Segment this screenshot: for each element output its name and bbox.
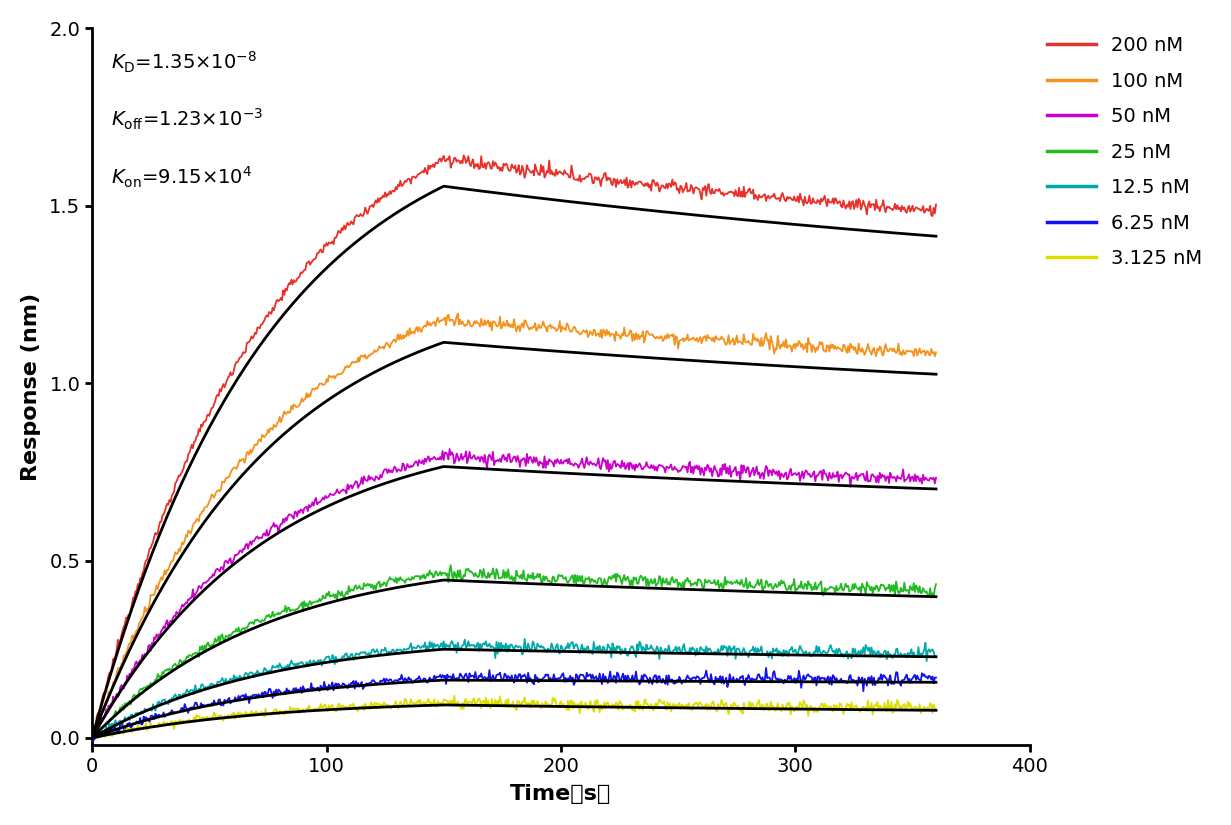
25 nM: [85, 733, 100, 743]
6.25 nM: [308, 685, 323, 695]
12.5 nM: [666, 645, 681, 655]
Line: 12.5 nM: 12.5 nM: [92, 639, 936, 738]
Line: 200 nM: 200 nM: [92, 155, 936, 738]
100 nM: [928, 347, 943, 357]
3.125 nM: [928, 705, 943, 714]
25 nM: [852, 582, 867, 592]
6.25 nM: [501, 671, 516, 681]
25 nM: [501, 564, 516, 574]
100 nM: [852, 345, 867, 355]
200 nM: [852, 196, 867, 205]
50 nM: [852, 471, 867, 481]
3.125 nM: [582, 696, 597, 706]
25 nM: [443, 560, 458, 570]
100 nM: [307, 384, 321, 394]
25 nM: [928, 579, 943, 589]
6.25 nM: [758, 663, 773, 673]
200 nM: [501, 164, 516, 174]
50 nM: [85, 735, 100, 745]
3.125 nM: [85, 733, 100, 742]
6.25 nM: [853, 675, 868, 685]
12.5 nM: [852, 649, 867, 659]
Y-axis label: Response (nm): Response (nm): [21, 293, 41, 481]
25 nM: [270, 610, 284, 620]
12.5 nM: [307, 655, 321, 665]
200 nM: [270, 295, 284, 304]
Line: 50 nM: 50 nM: [92, 449, 936, 740]
200 nM: [457, 150, 471, 160]
Text: $\mathit{K}_\mathregular{off}$=1.23×10$^{-3}$: $\mathit{K}_\mathregular{off}$=1.23×10$^…: [111, 107, 263, 132]
Line: 100 nM: 100 nM: [92, 314, 936, 740]
50 nM: [442, 444, 457, 454]
200 nM: [666, 180, 681, 190]
12.5 nM: [517, 634, 532, 644]
50 nM: [270, 521, 284, 530]
6.25 nM: [86, 736, 101, 746]
50 nM: [501, 450, 516, 460]
100 nM: [582, 327, 597, 337]
100 nM: [270, 417, 284, 427]
12.5 nM: [500, 647, 515, 657]
Text: $\mathit{K}_\mathregular{D}$=1.35×10$^{-8}$: $\mathit{K}_\mathregular{D}$=1.35×10$^{-…: [111, 50, 257, 75]
200 nM: [307, 254, 321, 264]
3.125 nM: [666, 699, 681, 709]
100 nM: [666, 329, 681, 339]
6.25 nM: [928, 672, 943, 682]
12.5 nM: [270, 661, 284, 671]
12.5 nM: [85, 733, 100, 743]
50 nM: [307, 501, 321, 511]
Text: $\mathit{K}_\mathregular{on}$=9.15×10$^4$: $\mathit{K}_\mathregular{on}$=9.15×10$^4…: [111, 164, 252, 190]
25 nM: [582, 578, 597, 588]
50 nM: [928, 473, 943, 483]
100 nM: [451, 309, 465, 318]
50 nM: [582, 456, 597, 466]
200 nM: [928, 200, 943, 210]
Legend: 200 nM, 100 nM, 50 nM, 25 nM, 12.5 nM, 6.25 nM, 3.125 nM: 200 nM, 100 nM, 50 nM, 25 nM, 12.5 nM, 6…: [1039, 28, 1210, 276]
3.125 nM: [447, 691, 462, 700]
25 nM: [666, 577, 681, 587]
100 nM: [501, 321, 516, 331]
200 nM: [582, 169, 597, 179]
200 nM: [85, 733, 100, 743]
6.25 nM: [85, 731, 100, 741]
50 nM: [666, 464, 681, 474]
Line: 6.25 nM: 6.25 nM: [92, 668, 936, 741]
X-axis label: Time（s）: Time（s）: [511, 785, 612, 804]
6.25 nM: [271, 685, 286, 695]
100 nM: [85, 735, 100, 745]
3.125 nM: [270, 708, 284, 718]
12.5 nM: [928, 652, 943, 662]
6.25 nM: [666, 678, 681, 688]
Line: 25 nM: 25 nM: [92, 565, 936, 738]
12.5 nM: [582, 645, 597, 655]
25 nM: [307, 597, 321, 607]
3.125 nM: [852, 707, 867, 717]
3.125 nM: [307, 705, 321, 714]
3.125 nM: [501, 694, 516, 704]
6.25 nM: [582, 669, 597, 679]
Line: 3.125 nM: 3.125 nM: [92, 695, 936, 738]
